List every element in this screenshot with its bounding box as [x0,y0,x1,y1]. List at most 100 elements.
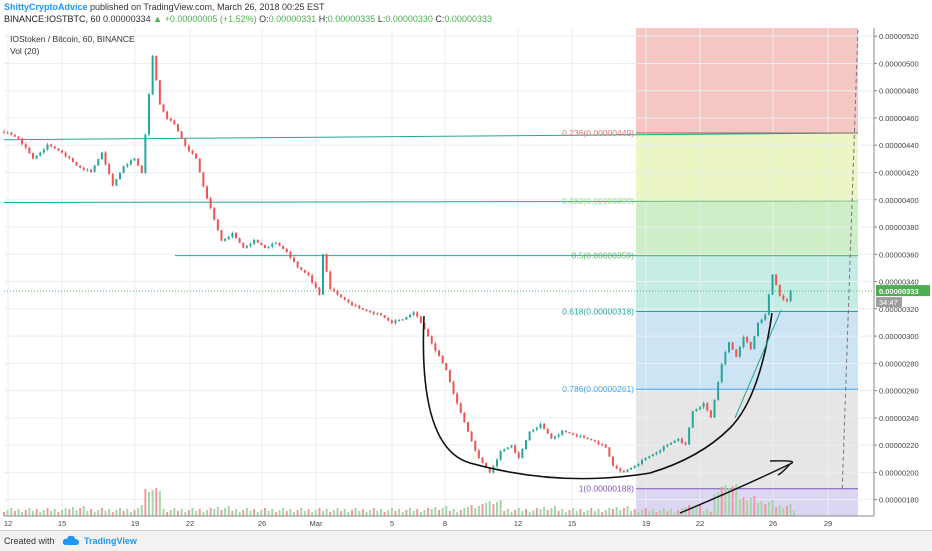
candle-body-159 [579,435,582,437]
volume-bar-211 [767,502,770,516]
ohlc-line: BINANCE:IOSTBTC, 60 0.00000334 ▲ +0.0000… [4,14,492,24]
volume-bar-41 [151,490,154,516]
candle-body-155 [564,430,567,433]
candle-body-30 [111,173,114,186]
candle-body-53 [195,153,198,159]
candle-body-117 [427,329,430,337]
candle-body-189 [688,427,691,445]
volume-bar-6 [24,510,27,516]
time-tick-label-1: 15 [58,519,66,528]
volume-bar-132 [481,504,484,516]
time-tick-label-2: 19 [131,519,139,528]
grid-lines [4,28,874,516]
candle-body-90 [329,271,332,290]
candle-body-52 [191,150,194,154]
volume-bar-45 [166,512,169,516]
candle-body-161 [586,437,589,439]
candle-body-84 [307,272,310,276]
candle-body-175 [637,464,640,466]
volume-bar-119 [434,507,437,516]
volume-bar-180 [655,512,658,516]
volume-bar-44 [162,509,165,516]
volume-bar-209 [760,501,763,516]
candle-body-192 [699,407,701,410]
volume-bar-11 [42,510,45,516]
volume-bar-19 [71,507,74,516]
volume-bar-40 [148,492,150,516]
candle-body-194 [706,403,709,411]
volume-bar-42 [155,488,158,516]
candle-body-3 [13,134,16,137]
candle-body-210 [764,314,767,320]
candle-body-198 [720,364,723,382]
volume-bar-185 [673,512,676,516]
candle-body-27 [100,152,103,159]
candle-body-92 [336,290,339,295]
candle-body-162 [590,438,593,441]
up-arrow-icon: ▲ [153,14,163,24]
volume-bar-29 [108,509,111,516]
volume-bar-106 [387,510,390,516]
volume-bar-68 [249,511,252,516]
volume-bar-168 [612,509,614,516]
time-tick-label-12: 26 [769,519,777,528]
volume-bar-16 [61,510,63,516]
volume-bar-158 [575,511,578,516]
volume-bar-179 [651,509,654,516]
price-chart[interactable]: 0.236(0.00000449) 0.382(0.00000399) 0.5(0.… [0,28,932,530]
candle-body-137 [499,451,502,460]
volume-bar-14 [53,509,56,516]
candle-body-142 [517,452,520,458]
time-tick-label-6: 5 [390,519,394,528]
low-label: L: [377,14,386,24]
candle-body-214 [778,285,781,296]
candle-body-128 [467,422,469,432]
candle-body-105 [383,315,386,318]
created-with-text: Created with [4,536,55,546]
volume-bar-147 [535,508,538,516]
volume-bar-122 [445,506,448,516]
volume-bar-79 [289,509,292,516]
candle-body-119 [434,343,437,351]
volume-bar-90 [329,512,332,516]
tradingview-brand[interactable]: TradingView [84,536,137,546]
volume-bar-135 [492,504,495,516]
volume-bar-0 [3,512,5,516]
volume-bar-25 [93,512,96,516]
volume-bar-159 [579,509,582,516]
close-value: 0.00000333 [444,14,492,24]
volume-bar-54 [198,509,201,516]
candle-body-207 [753,336,756,350]
volume-bar-59 [216,507,219,516]
volume-bar-51 [187,510,190,516]
high-label: H: [318,14,328,24]
fib-label-0: 0.236(0.00000449) [562,128,634,138]
candle-body-0 [3,131,5,133]
tradingview-cloud-icon [62,535,79,545]
candle-body-61 [224,238,227,241]
candle-body-15 [57,148,60,151]
volume-bar-129 [470,505,473,516]
last-price: 0.00000334 [103,14,151,24]
volume-bar-118 [430,509,433,516]
volume-bar-126 [459,510,462,516]
volume-bar-167 [608,508,611,516]
candle-body-59 [216,219,219,231]
author-link[interactable]: ShittyCryptoAdvice [4,2,88,12]
volume-bar-37 [137,508,140,516]
candle-body-87 [318,287,321,295]
candle-body-93 [340,294,343,298]
time-axis[interactable]: 12 15 19 22 26 Mar 5 8 12 15 19 22 26 29 [0,515,874,530]
volume-bar-161 [586,510,589,516]
volume-bar-88 [322,511,324,516]
candle-body-212 [771,274,774,295]
volume-bar-207 [753,496,756,516]
volume-bar-146 [532,510,535,516]
volume-bar-9 [35,509,38,516]
volume-bar-195 [709,512,712,516]
price-axis[interactable]: 0.00000520 0.00000500 0.00000480 0.00000460… [873,28,932,530]
candle-body-141 [514,445,517,453]
volume-bar-196 [713,494,716,516]
candle-body-78 [285,248,288,253]
